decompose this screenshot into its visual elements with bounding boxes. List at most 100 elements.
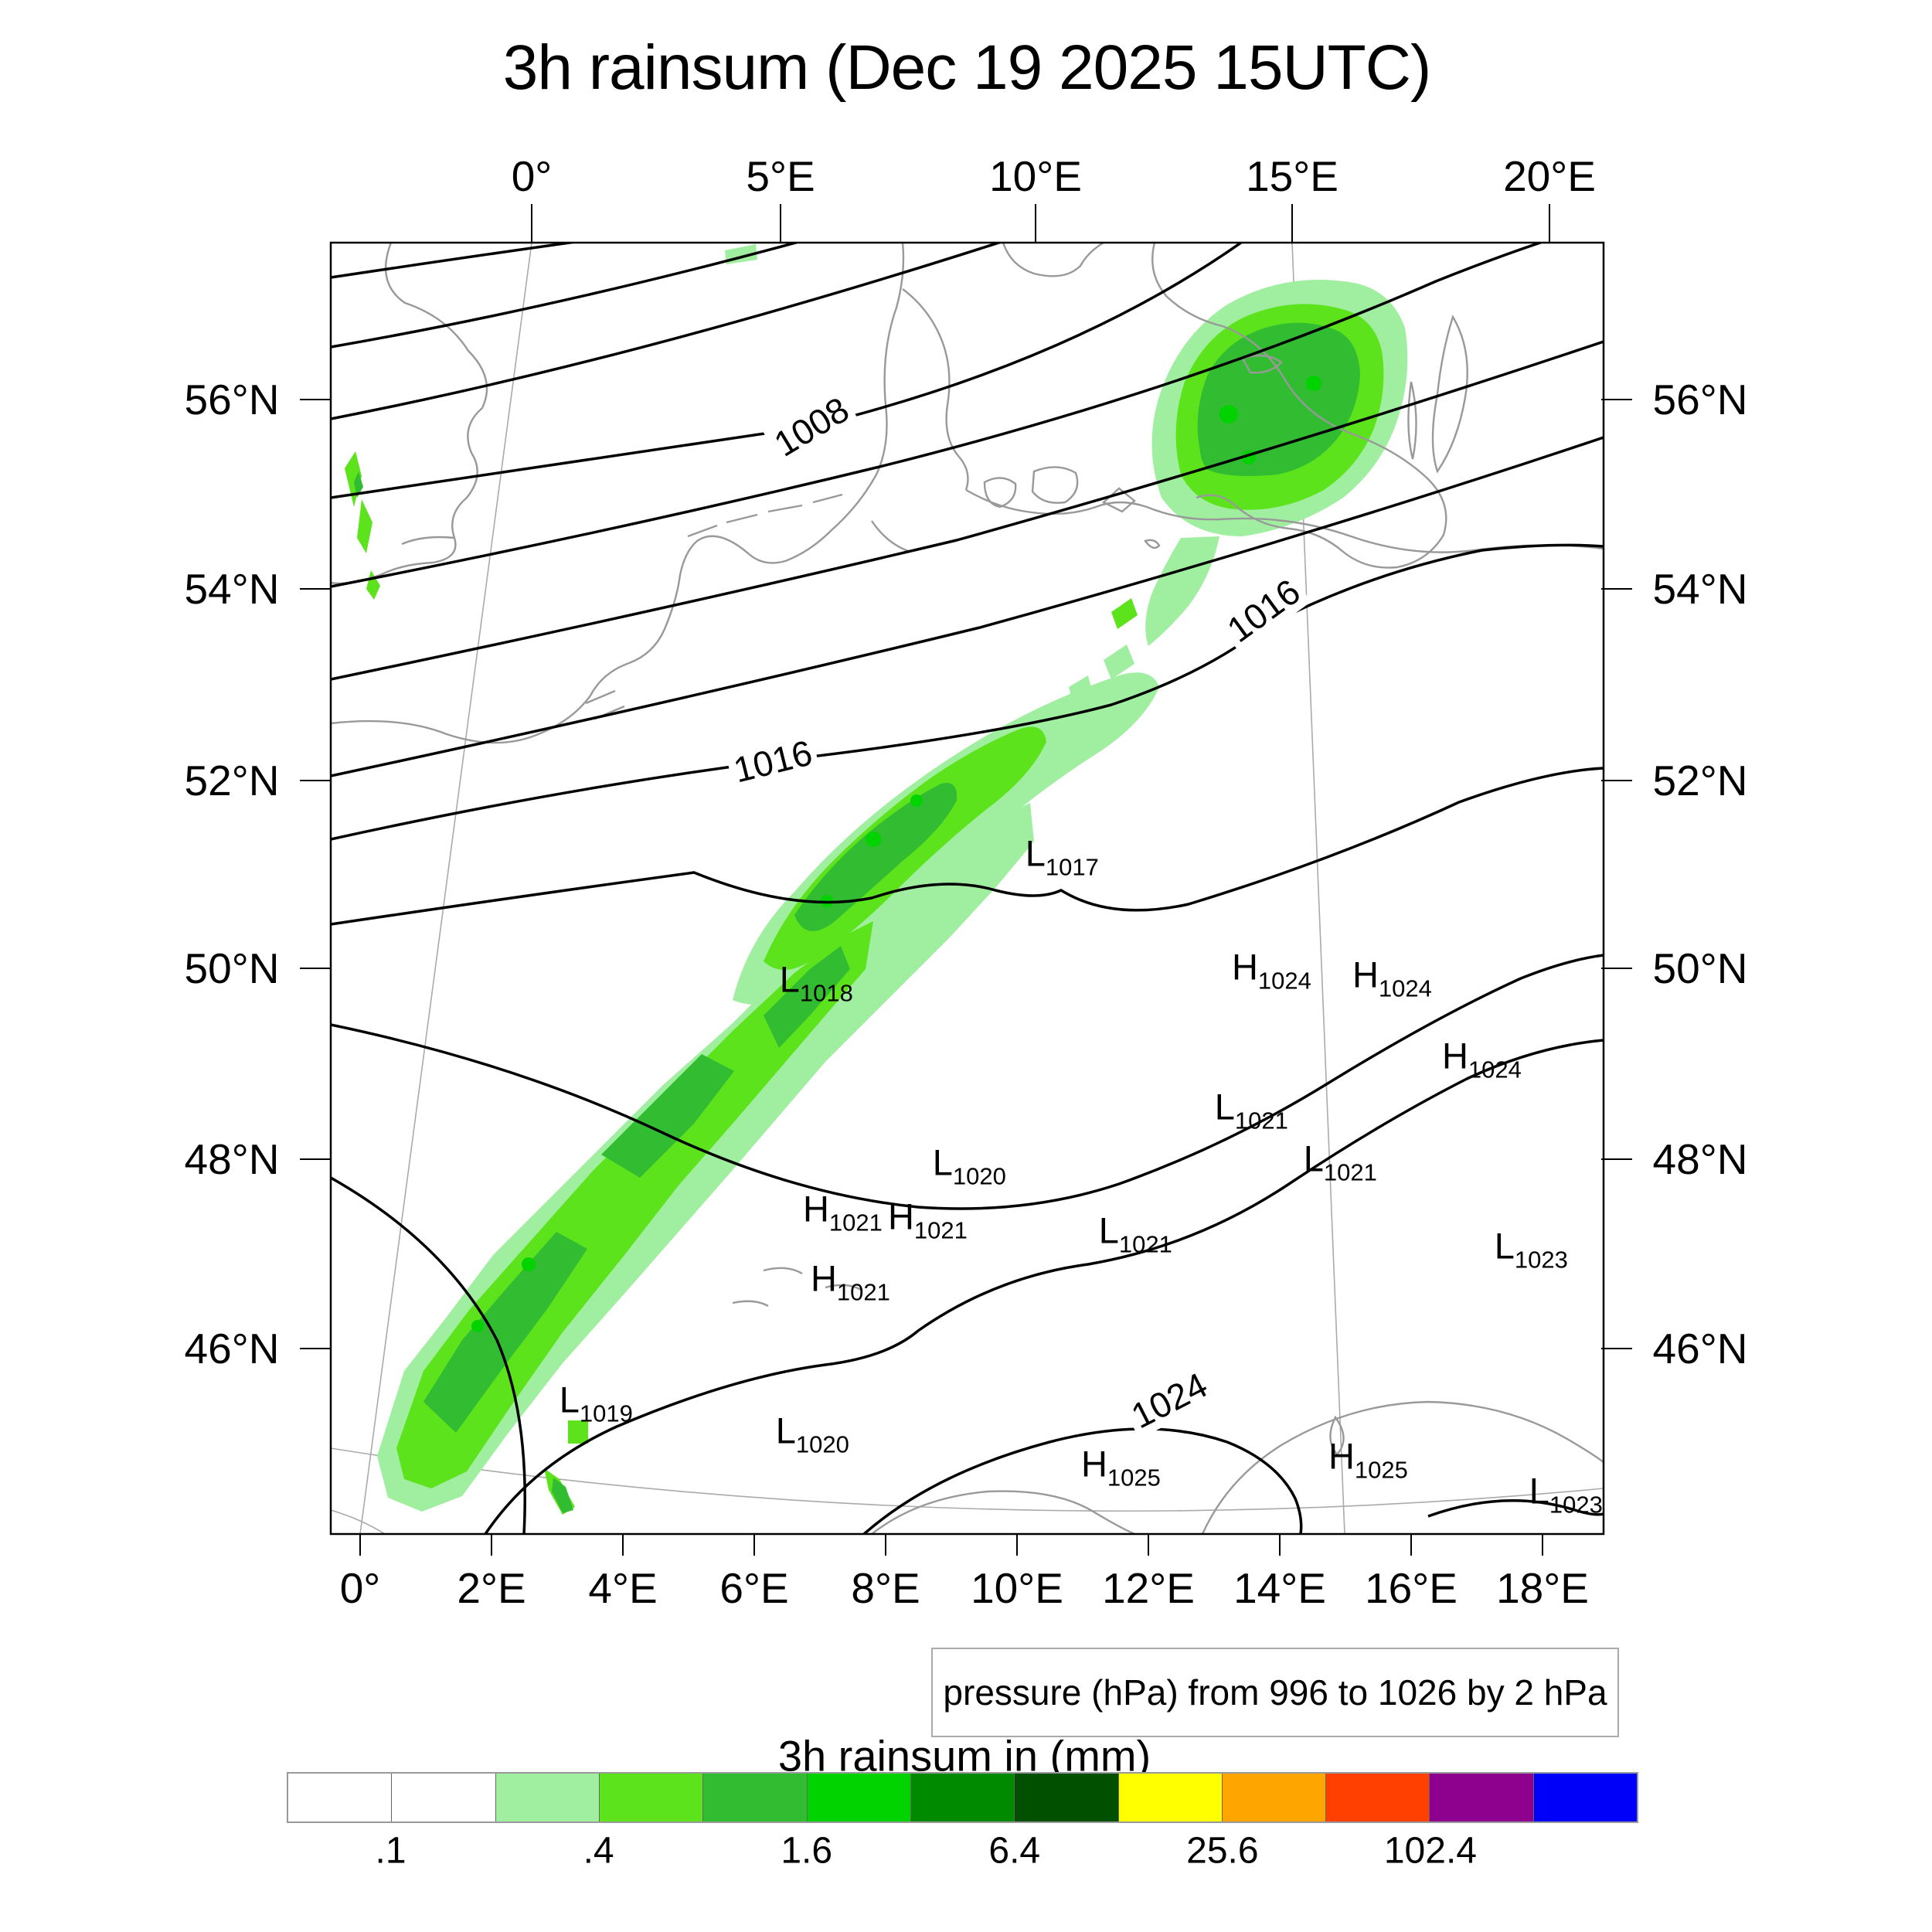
axis-tick-right (1601, 1158, 1632, 1160)
pressure-value: 1023 (1549, 1491, 1603, 1519)
pressure-center-l-1021: L1021 (1098, 1209, 1172, 1257)
lon-label-top: 15°E (1246, 152, 1338, 200)
pressure-letter: H (1231, 946, 1258, 988)
pressure-center-h-1025: H1025 (1328, 1434, 1408, 1483)
pressure-center-l-1017: L1017 (1025, 832, 1099, 880)
precipitation-shading (345, 244, 1408, 1515)
pressure-value: 1021 (913, 1216, 968, 1244)
coastlines (331, 243, 1604, 1534)
axis-tick-left (300, 968, 331, 969)
axis-tick-bottom (1148, 1534, 1149, 1556)
pressure-letter: H (1352, 954, 1379, 995)
page-title: 3h rainsum (Dec 19 2025 15UTC) (502, 32, 1432, 103)
lat-label-right: 46°N (1652, 1325, 1748, 1372)
pressure-legend-text: pressure (hPa) from 996 to 1026 by 2 hPa (943, 1672, 1607, 1713)
pressure-letter: L (1025, 832, 1046, 874)
colorbar-cell-11 (1429, 1774, 1533, 1821)
lat-label-right: 56°N (1652, 376, 1748, 423)
pressure-letter: H (810, 1257, 837, 1299)
axis-tick-right (1601, 1348, 1632, 1349)
pressure-center-h-1021: H1021 (810, 1257, 890, 1305)
colorbar-cell-5 (806, 1774, 910, 1821)
lat-label-right: 50°N (1652, 944, 1748, 992)
pressure-letter: L (1303, 1138, 1324, 1179)
pressure-center-l-1021: L1021 (1303, 1137, 1377, 1185)
pressure-letter: H (1080, 1443, 1107, 1485)
lon-label-top: 20°E (1503, 152, 1596, 200)
colorbar-cell-4 (702, 1774, 807, 1821)
lon-label-bottom: 16°E (1365, 1564, 1458, 1612)
pressure-letter: H (1441, 1035, 1468, 1077)
axis-tick-left (300, 1158, 331, 1160)
lon-label-top: 5°E (746, 152, 815, 200)
lat-label-left: 54°N (184, 565, 280, 613)
pressure-center-l-1020: L1020 (776, 1409, 849, 1458)
pressure-value: 1020 (795, 1430, 849, 1458)
lon-label-top: 0° (511, 152, 553, 200)
colorbar-cell-6 (910, 1774, 1015, 1821)
pressure-letter: L (779, 958, 800, 1000)
pressure-value: 1018 (799, 979, 853, 1007)
lat-label-right: 52°N (1652, 757, 1748, 804)
axis-tick-top (531, 204, 532, 243)
pressure-center-l-1018: L1018 (779, 957, 853, 1006)
axis-tick-right (1601, 780, 1632, 781)
lon-label-bottom: 12°E (1102, 1564, 1195, 1612)
lat-label-left: 52°N (184, 757, 280, 804)
lon-label-bottom: 10°E (971, 1564, 1063, 1612)
axis-tick-left (300, 399, 331, 400)
axis-tick-top (780, 204, 781, 243)
pressure-value: 1024 (1378, 975, 1432, 1002)
axis-tick-left (300, 1348, 331, 1349)
colorbar-tick-label: 25.6 (1186, 1830, 1259, 1872)
pressure-center-h-1024: H1024 (1352, 953, 1432, 1002)
pressure-value: 1021 (1118, 1230, 1172, 1258)
pressure-letter: L (1098, 1209, 1119, 1251)
lon-label-bottom: 8°E (851, 1564, 920, 1612)
lat-label-left: 46°N (184, 1325, 280, 1372)
lon-label-top: 10°E (989, 152, 1082, 200)
pressure-value: 1023 (1514, 1246, 1568, 1274)
lat-label-right: 48°N (1652, 1135, 1748, 1183)
isobar-contours (331, 243, 1604, 1534)
axis-tick-right (1601, 968, 1632, 969)
axis-tick-bottom (1410, 1534, 1412, 1556)
axis-tick-bottom (491, 1534, 492, 1556)
lon-label-bottom: 6°E (719, 1564, 789, 1612)
axis-tick-bottom (753, 1534, 755, 1556)
pressure-value: 1021 (1323, 1158, 1377, 1186)
pressure-center-h-1025: H1025 (1080, 1442, 1161, 1491)
colorbar-cell-2 (495, 1774, 599, 1821)
colorbar (287, 1772, 1638, 1823)
pressure-letter: L (932, 1141, 953, 1183)
colorbar-cell-7 (1014, 1774, 1118, 1821)
pressure-value: 1019 (579, 1400, 633, 1427)
pressure-center-l-1021: L1021 (1215, 1085, 1288, 1134)
pressure-center-l-1019: L1019 (560, 1378, 633, 1427)
axis-tick-bottom (622, 1534, 624, 1556)
axis-tick-top (1549, 204, 1550, 243)
colorbar-cell-8 (1117, 1774, 1222, 1821)
pressure-letter: H (1328, 1435, 1355, 1477)
axis-tick-bottom (1016, 1534, 1018, 1556)
pressure-value: 1017 (1045, 853, 1099, 881)
axis-tick-bottom (359, 1534, 361, 1556)
lat-label-left: 48°N (184, 1135, 280, 1183)
lat-label-left: 56°N (184, 376, 280, 423)
lat-label-left: 50°N (184, 944, 280, 992)
colorbar-cell-3 (598, 1774, 703, 1821)
pressure-value: 1020 (952, 1162, 1006, 1190)
pressure-center-l-1023: L1023 (1495, 1224, 1568, 1273)
axis-tick-bottom (1542, 1534, 1543, 1556)
axis-tick-bottom (885, 1534, 886, 1556)
pressure-value: 1021 (828, 1209, 883, 1236)
colorbar-tick-label: .1 (375, 1830, 406, 1872)
colorbar-tick-label: .4 (583, 1830, 614, 1872)
colorbar-tick-label: 102.4 (1383, 1830, 1477, 1872)
pressure-legend-box: pressure (hPa) from 996 to 1026 by 2 hPa (931, 1648, 1619, 1737)
pressure-center-h-1021: H1021 (887, 1195, 968, 1243)
pressure-letter: H (887, 1196, 914, 1237)
axis-tick-right (1601, 399, 1632, 400)
